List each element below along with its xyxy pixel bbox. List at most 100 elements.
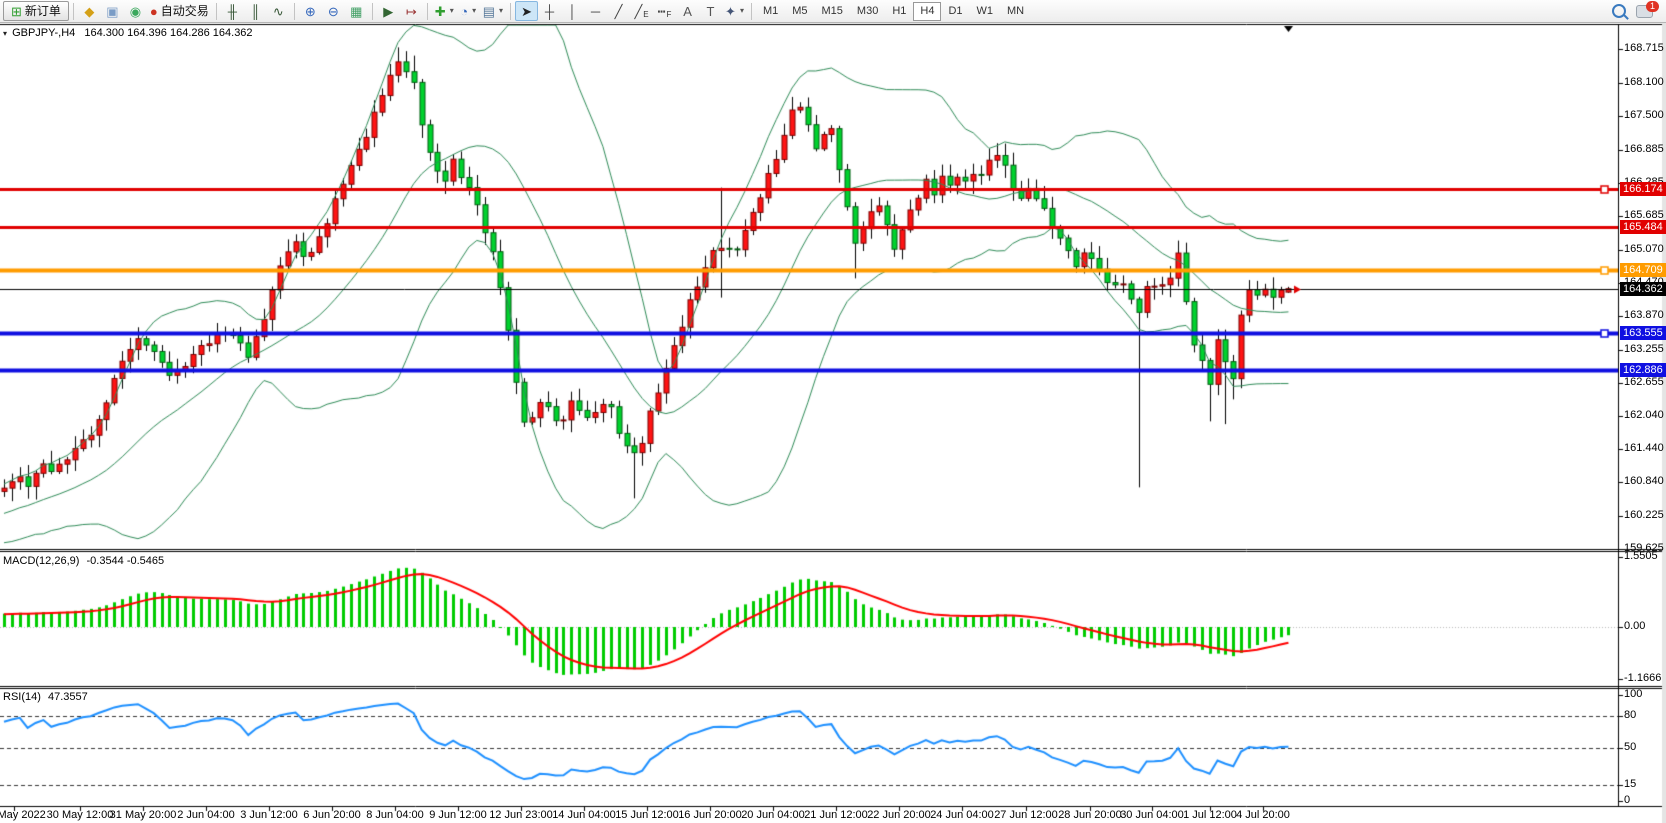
zoom-out-icon: ⊖ bbox=[327, 3, 339, 19]
candlestick-chart-button[interactable]: ║ bbox=[244, 1, 267, 21]
equidistant-channel-icon: ╱ bbox=[634, 3, 643, 19]
toolbar-group-chart-types: ╫ ║ ∿ bbox=[221, 1, 290, 21]
periods-button[interactable]: ◔ ▾ bbox=[457, 1, 480, 21]
price-tick-label: 160.225 bbox=[1624, 509, 1664, 522]
rsi-tick-label: 80 bbox=[1624, 709, 1637, 722]
periods-icon: ◔ bbox=[460, 3, 469, 19]
price-tick-label: 160.840 bbox=[1624, 475, 1664, 488]
cursor-button[interactable]: ➤ bbox=[515, 1, 539, 21]
price-tick-label: 162.040 bbox=[1624, 409, 1664, 422]
timeframe-m1[interactable]: M1 bbox=[762, 5, 779, 17]
data-window-button[interactable]: ▣ bbox=[101, 1, 124, 21]
navigator-icon: ◉ bbox=[129, 3, 142, 19]
trendline-button[interactable]: ╱ bbox=[607, 1, 630, 21]
time-label: 12 Jun 23:00 bbox=[489, 809, 553, 821]
crosshair-button[interactable]: ┼ bbox=[538, 1, 561, 21]
text-icon: A bbox=[683, 3, 692, 19]
chart-shift-button[interactable]: ↦ bbox=[400, 1, 423, 21]
toolbar-group-scroll: ▶ ↦ bbox=[377, 1, 423, 21]
price-axis[interactable] bbox=[1618, 24, 1666, 806]
zoom-out-button[interactable]: ⊖ bbox=[322, 1, 345, 21]
price-level-badge: 163.555 bbox=[1620, 326, 1666, 341]
new-order-icon: ⊞ bbox=[11, 3, 22, 19]
horizontal-line-icon: ─ bbox=[590, 3, 601, 19]
marketwatch-button[interactable]: ◆ bbox=[78, 1, 101, 21]
window-separator[interactable] bbox=[0, 684, 1662, 689]
price-tick-label: 165.070 bbox=[1624, 242, 1664, 255]
search-icon[interactable] bbox=[1612, 4, 1626, 18]
indicators-button[interactable]: ✚ ▾ bbox=[432, 1, 457, 21]
timeframe-mn[interactable]: MN bbox=[1007, 5, 1025, 17]
channel-button[interactable]: ╱ E bbox=[630, 1, 653, 21]
toolbar-separator bbox=[510, 2, 512, 20]
price-level-badge: 162.886 bbox=[1620, 362, 1666, 377]
vertical-line-button[interactable]: │ bbox=[561, 1, 584, 21]
line-chart-button[interactable]: ∿ bbox=[267, 1, 290, 21]
macd-values: -0.3544 -0.5465 bbox=[86, 555, 165, 567]
timeframe-m30[interactable]: M30 bbox=[856, 5, 879, 17]
toolbar-group-zoom: ⊕ ⊖ ▦ bbox=[299, 1, 368, 21]
chevron-down-icon[interactable]: ▾ bbox=[449, 6, 454, 15]
rsi-tick-label: 100 bbox=[1624, 688, 1643, 700]
price-tick-label: 159.625 bbox=[1624, 542, 1664, 555]
arrows-button[interactable]: ✦ ▾ bbox=[722, 1, 747, 21]
autotrading-button-label: 自动交易 bbox=[160, 4, 209, 18]
toolbar-right: 1 bbox=[1612, 0, 1659, 18]
toolbar-separator bbox=[215, 2, 217, 20]
toolbar-separator bbox=[750, 2, 752, 20]
tile-windows-button[interactable]: ▦ bbox=[345, 1, 368, 21]
horizontal-line-button[interactable]: ─ bbox=[584, 1, 607, 21]
chevron-down-icon[interactable]: ▾ bbox=[739, 6, 744, 15]
arrows-icon: ✦ bbox=[725, 3, 736, 19]
chart-shift-icon: ↦ bbox=[405, 3, 417, 19]
vertical-line-icon: │ bbox=[568, 3, 577, 19]
bar-chart-button[interactable]: ╫ bbox=[221, 1, 244, 21]
ohlc-text: 164.300 164.396 164.286 164.362 bbox=[84, 27, 253, 39]
chevron-down-icon[interactable]: ▾ bbox=[472, 6, 477, 15]
new-order-button[interactable]: ⊞ 新订单 bbox=[3, 1, 69, 21]
autotrading-button[interactable]: ● 自动交易 bbox=[147, 1, 212, 21]
timeframe-m5[interactable]: M5 bbox=[792, 5, 808, 17]
macd-label: MACD(12,26,9) -0.3544 -0.5465 bbox=[3, 555, 164, 567]
price-tick-label: 162.655 bbox=[1624, 375, 1664, 388]
trendline-icon: ╱ bbox=[614, 3, 623, 19]
timeframe-m15[interactable]: M15 bbox=[821, 5, 843, 17]
text-label-icon: T bbox=[706, 3, 715, 19]
rsi-tick-label: 50 bbox=[1624, 741, 1637, 753]
text-button[interactable]: A bbox=[676, 1, 699, 21]
indicators-icon: ✚ bbox=[434, 3, 446, 19]
rsi-name: RSI(14) bbox=[3, 691, 41, 703]
autotrading-icon: ● bbox=[149, 3, 158, 19]
new-order-button-label: 新订单 bbox=[24, 4, 61, 18]
data-window-icon: ▣ bbox=[106, 3, 119, 19]
label-button[interactable]: T bbox=[699, 1, 722, 21]
time-label: 6 Jun 20:00 bbox=[303, 809, 361, 821]
autoscroll-icon: ▶ bbox=[383, 3, 394, 19]
collapse-arrow-icon[interactable]: ▾ bbox=[3, 29, 8, 38]
chat-icon[interactable]: 1 bbox=[1636, 0, 1659, 18]
chevron-down-icon[interactable]: ▾ bbox=[499, 6, 504, 15]
templates-button[interactable]: ▤ ▾ bbox=[480, 1, 506, 21]
time-label: 27 Jun 12:00 bbox=[994, 809, 1058, 821]
time-label: 3 Jun 12:00 bbox=[240, 809, 298, 821]
toolbar-separator bbox=[293, 2, 295, 20]
navigator-button[interactable]: ◉ bbox=[124, 1, 147, 21]
timeframe-h1[interactable]: H1 bbox=[892, 5, 907, 17]
window-separator[interactable] bbox=[0, 547, 1662, 552]
equidistant-channel-icon-letter: E bbox=[643, 10, 649, 19]
time-label: 4 Jul 20:00 bbox=[1236, 809, 1290, 821]
timeframe-w1[interactable]: W1 bbox=[976, 5, 994, 17]
price-level-badge: 166.174 bbox=[1620, 182, 1666, 197]
time-axis[interactable] bbox=[0, 806, 1618, 823]
timeframe-d1[interactable]: D1 bbox=[948, 5, 963, 17]
templates-icon: ▤ bbox=[482, 3, 496, 19]
rsi-tick-label: 15 bbox=[1624, 778, 1637, 791]
fibonacci-button[interactable]: ┅ F bbox=[653, 1, 676, 21]
autoscroll-button[interactable]: ▶ bbox=[377, 1, 400, 21]
rsi-label: RSI(14) 47.3557 bbox=[3, 691, 88, 703]
timeframe-h4[interactable]: H4 bbox=[913, 1, 942, 21]
current-price-badge: 164.362 bbox=[1620, 281, 1666, 296]
zoom-in-button[interactable]: ⊕ bbox=[299, 1, 322, 21]
